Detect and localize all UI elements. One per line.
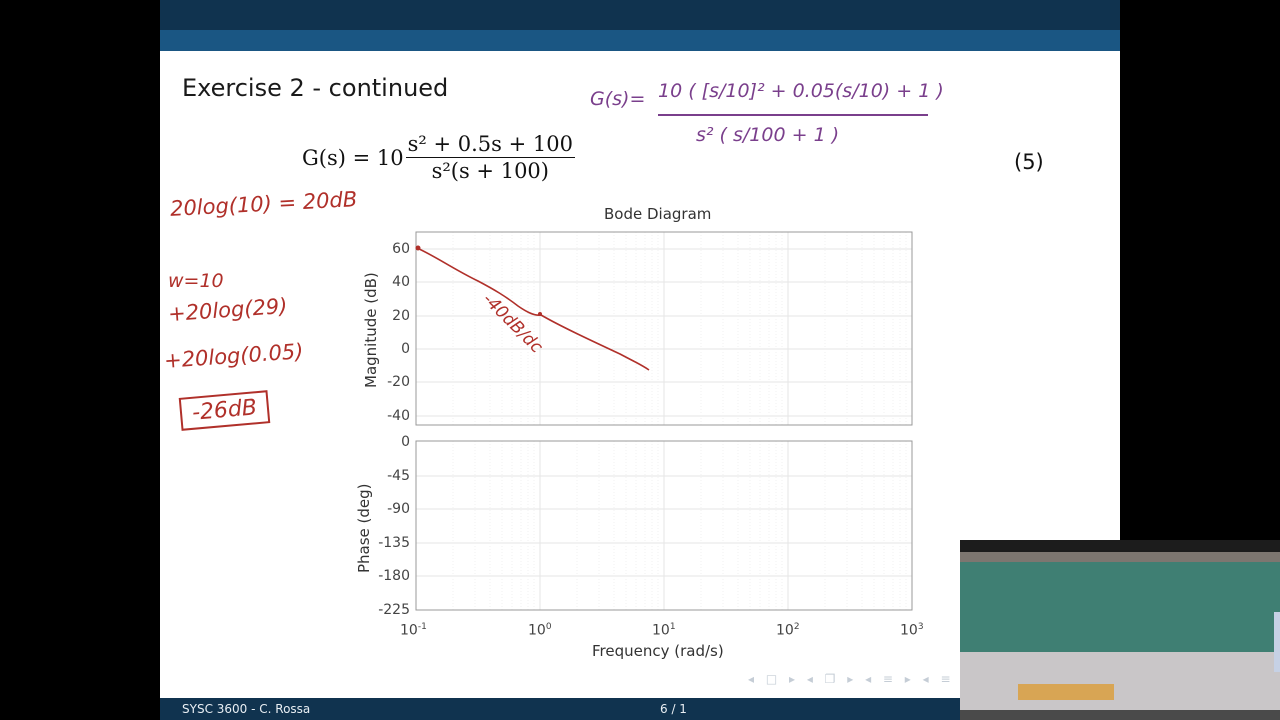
mag-ytick: -20	[387, 374, 410, 390]
chart-xlabel: Frequency (rad/s)	[592, 642, 724, 660]
webcam-wall	[960, 652, 1280, 710]
note-omega: w=10	[168, 270, 224, 292]
equation-number: (5)	[1014, 150, 1044, 174]
magnitude-sketch: -40dB/dc	[415, 245, 650, 371]
xtick-1: 100	[528, 622, 552, 639]
equation-fraction: s² + 0.5s + 100 s²(s + 100)	[405, 132, 575, 183]
xtick-1000: 103	[900, 622, 924, 639]
xtick-100: 102	[776, 622, 800, 639]
phase-ytick: -90	[387, 501, 410, 517]
mag-ytick: 60	[392, 241, 410, 257]
transfer-function-equation: G(s) = 10 s² + 0.5s + 100 s²(s + 100)	[302, 132, 575, 183]
mag-ytick: 40	[392, 274, 410, 290]
formula-numerator: 10 ( [s/10]² + 0.05(s/10) + 1 )	[658, 80, 944, 102]
webcam-floor	[960, 710, 1280, 720]
slide-header-dark	[160, 0, 1120, 30]
mag-ylabel: Magnitude (dB)	[362, 272, 380, 388]
magnitude-axes	[415, 231, 913, 426]
xtick-10: 101	[652, 622, 676, 639]
slide-title: Exercise 2 - continued	[182, 74, 449, 102]
footer-page-number: 6 / 1	[660, 702, 687, 716]
webcam-lecturer	[1274, 612, 1280, 672]
footer-course: SYSC 3600 - C. Rossa	[182, 702, 311, 716]
phase-ylabel: Phase (deg)	[355, 483, 373, 573]
note-gain: 20log(10) = 20dB	[169, 187, 358, 221]
webcam-overlay	[960, 540, 1280, 720]
svg-text:-40dB/dc: -40dB/dc	[478, 289, 546, 357]
phase-ytick: -45	[387, 468, 410, 484]
webcam-board-rail	[960, 552, 1280, 562]
note-log29: +20log(29)	[167, 293, 289, 327]
formula-denominator: s² ( s/100 + 1 )	[696, 124, 840, 146]
xtick-0.1: 10-1	[400, 622, 427, 639]
equation-lhs: G(s) = 10	[302, 145, 404, 170]
equation-denominator: s²(s + 100)	[431, 159, 549, 183]
formula-fraction-bar	[658, 114, 928, 116]
webcam-ceiling	[960, 540, 1280, 552]
webcam-table	[1018, 684, 1114, 700]
chart-title: Bode Diagram	[604, 205, 712, 223]
webcam-chalkboard	[960, 562, 1280, 652]
slide-header-light	[160, 30, 1120, 51]
mag-ytick: -40	[387, 408, 410, 424]
note-result-boxed: -26dB	[178, 390, 271, 431]
phase-axes	[415, 440, 913, 611]
beamer-navigation[interactable]: ◂ □ ▸ ◂ ❐ ▸ ◂ ≡ ▸ ◂ ≡ ▸	[748, 672, 973, 686]
phase-ytick: -225	[378, 602, 410, 618]
mag-ytick: 20	[392, 308, 410, 324]
phase-ytick: 0	[401, 434, 410, 450]
phase-ytick: -180	[378, 568, 410, 584]
slide: Exercise 2 - continued G(s)= 10 ( [s/10]…	[160, 0, 1120, 720]
formula-lhs: G(s)=	[590, 88, 646, 110]
mag-ytick: 0	[401, 341, 410, 357]
slide-footer: SYSC 3600 - C. Rossa 6 / 1	[160, 698, 1120, 720]
phase-ytick: -135	[378, 535, 410, 551]
equation-numerator: s² + 0.5s + 100	[405, 132, 575, 158]
note-log005: +20log(0.05)	[163, 339, 305, 373]
